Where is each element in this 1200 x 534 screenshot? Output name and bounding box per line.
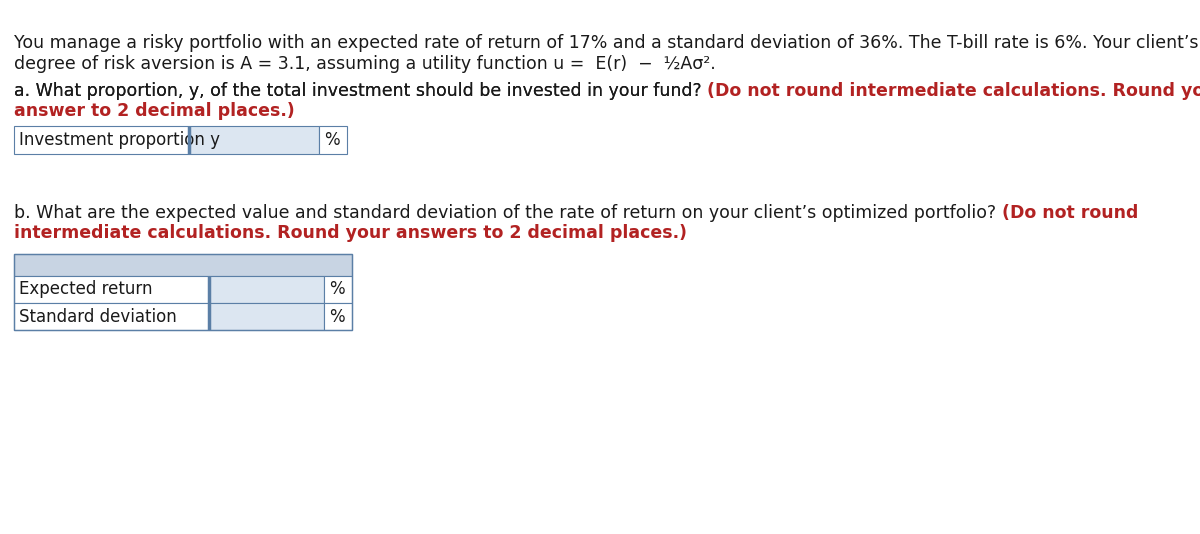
Bar bbox=[14, 126, 190, 154]
Text: (Do not round: (Do not round bbox=[1002, 204, 1138, 222]
Bar bbox=[14, 254, 352, 276]
Text: answer to 2 decimal places.): answer to 2 decimal places.) bbox=[14, 102, 295, 120]
Text: (Do not round intermediate calculations. Round your: (Do not round intermediate calculations.… bbox=[707, 82, 1200, 100]
Text: %: % bbox=[329, 308, 344, 326]
Bar bbox=[209, 276, 324, 303]
Bar bbox=[324, 303, 352, 330]
Bar bbox=[14, 303, 209, 330]
Text: %: % bbox=[329, 280, 344, 299]
Text: b. What are the expected value and standard deviation of the rate of return on y: b. What are the expected value and stand… bbox=[14, 204, 1002, 222]
Text: Expected return: Expected return bbox=[19, 280, 152, 299]
Text: Standard deviation: Standard deviation bbox=[19, 308, 176, 326]
Bar bbox=[190, 126, 319, 154]
Text: a. What proportion, y, of the total investment should be invested in your fund?: a. What proportion, y, of the total inve… bbox=[14, 82, 707, 100]
Text: %: % bbox=[324, 131, 340, 149]
Bar bbox=[209, 303, 324, 330]
Bar bbox=[14, 276, 209, 303]
Text: intermediate calculations. Round your answers to 2 decimal places.): intermediate calculations. Round your an… bbox=[14, 224, 686, 242]
Text: degree of risk aversion is A = 3.1, assuming a utility function u =  E(r)  −  ½A: degree of risk aversion is A = 3.1, assu… bbox=[14, 55, 715, 73]
Text: a. What proportion, y, of the total investment should be invested in your fund?: a. What proportion, y, of the total inve… bbox=[14, 82, 707, 100]
Bar bbox=[319, 126, 347, 154]
Bar bbox=[324, 276, 352, 303]
Bar bbox=[14, 254, 352, 330]
Text: You manage a risky portfolio with an expected rate of return of 17% and a standa: You manage a risky portfolio with an exp… bbox=[14, 34, 1199, 52]
Text: Investment proportion y: Investment proportion y bbox=[19, 131, 220, 149]
